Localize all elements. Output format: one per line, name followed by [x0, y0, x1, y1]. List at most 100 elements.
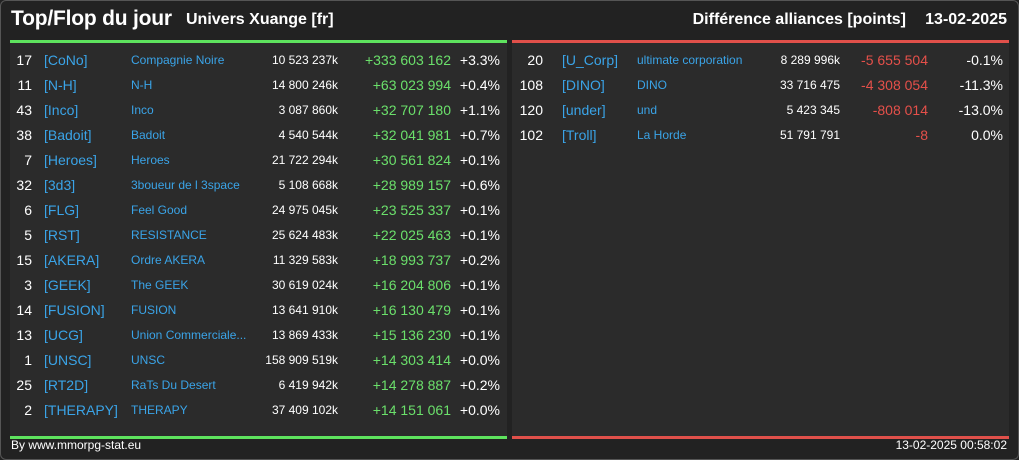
top-alliance-row: 3 [GEEK] The GEEK 30 619 024k +16 204 806 +0.… [10, 273, 507, 298]
alliance-percent: -0.1% [966, 52, 1003, 68]
alliance-diff: +22 025 463 [372, 227, 451, 243]
alliance-name-link[interactable]: 3boueur de l 3space [131, 178, 240, 192]
alliance-rank: 32 [16, 177, 32, 193]
top-alliance-row: 25 [RT2D] RaTs Du Desert 6 419 942k +14 278 … [10, 373, 507, 398]
alliance-tag-link[interactable]: [Inco] [44, 102, 79, 118]
alliance-tag-link[interactable]: [FLG] [44, 202, 80, 218]
alliance-tag-link[interactable]: [under] [562, 102, 606, 118]
alliance-tag-link[interactable]: [THERAPY] [44, 402, 118, 418]
alliance-tag-link[interactable]: [FUSION] [44, 302, 105, 318]
alliance-name-link[interactable]: ultimate corporation [637, 53, 743, 67]
alliance-rank: 5 [24, 227, 32, 243]
alliance-rank: 2 [24, 402, 32, 418]
alliance-name-link[interactable]: RaTs Du Desert [131, 378, 216, 392]
alliance-tag-link[interactable]: [3d3] [44, 177, 76, 193]
alliance-rank: 13 [16, 327, 32, 343]
top-alliance-row: 6 [FLG] Feel Good 24 975 045k +23 525 337 +0.… [10, 198, 507, 223]
alliance-diff: +16 130 479 [372, 302, 451, 318]
alliance-name-link[interactable]: RESISTANCE [131, 228, 207, 242]
alliance-rank: 120 [519, 102, 543, 118]
alliance-percent: +0.2% [459, 377, 500, 393]
alliance-percent: +0.4% [459, 77, 500, 93]
alliance-name-link[interactable]: Inco [131, 103, 154, 117]
top-alliance-row: 5 [RST] RESISTANCE 25 624 483k +22 025 463 +0… [10, 223, 507, 248]
alliance-diff: +14 303 414 [372, 352, 451, 368]
alliance-tag-link[interactable]: [GEEK] [44, 277, 91, 293]
header: Top/Flop du jour Univers Xuange [fr] Dif… [0, 0, 1019, 40]
flop-alliance-row: 20 [U_Corp] ultimate corporation 8 289 996k… [512, 48, 1009, 73]
universe-label: Univers Xuange [fr] [186, 11, 334, 28]
alliance-name-link[interactable]: Union Commerciale... [131, 328, 247, 342]
alliance-diff: +32 041 981 [372, 127, 451, 143]
alliance-name-link[interactable]: Heroes [131, 153, 170, 167]
difference-title: Différence alliances [points] [692, 11, 906, 28]
alliance-name-link[interactable]: UNSC [131, 353, 166, 367]
alliance-diff: +28 989 157 [372, 177, 451, 193]
alliance-points: 37 409 102k [271, 403, 338, 417]
alliance-name-link[interactable]: Ordre AKERA [131, 253, 206, 267]
alliance-points: 158 909 519k [265, 353, 338, 367]
alliance-points: 6 419 942k [278, 378, 338, 392]
alliance-tag-link[interactable]: [Troll] [562, 127, 597, 143]
alliance-name-link[interactable]: FUSION [131, 303, 177, 317]
alliance-tag-link[interactable]: [DINO] [562, 77, 605, 93]
alliance-tag-link[interactable]: [UCG] [44, 327, 83, 343]
alliance-rank: 25 [16, 377, 32, 393]
top-panel: 17 [CoNo] Compagnie Noire 10 523 237k +333 6… [10, 40, 507, 439]
alliance-points: 3 087 860k [278, 103, 338, 117]
alliance-diff: +16 204 806 [372, 277, 451, 293]
alliance-rank: 17 [16, 52, 32, 68]
alliance-points: 5 423 345 [786, 103, 840, 117]
alliance-percent: +0.7% [459, 127, 500, 143]
alliance-percent: +0.1% [459, 227, 500, 243]
credit-link[interactable]: By www.mmorpg-stat.eu [11, 438, 142, 452]
alliance-points: 33 716 475 [779, 78, 840, 92]
alliance-diff: -8 [915, 127, 928, 143]
alliance-name-link[interactable]: DINO [637, 78, 667, 92]
alliance-name-link[interactable]: und [637, 103, 658, 117]
alliance-rank: 20 [527, 52, 543, 68]
alliance-points: 30 619 024k [271, 278, 338, 292]
alliance-name-link[interactable]: Feel Good [131, 203, 188, 217]
alliance-tag-link[interactable]: [RT2D] [44, 377, 89, 393]
alliance-name-link[interactable]: THERAPY [131, 403, 188, 417]
alliance-tag-link[interactable]: [UNSC] [44, 352, 92, 368]
alliance-percent: +0.1% [459, 302, 500, 318]
alliance-points: 11 329 583k [272, 253, 338, 267]
alliance-points: 5 108 668k [278, 178, 338, 192]
alliance-percent: +3.3% [459, 52, 500, 68]
alliance-rank: 7 [24, 152, 32, 168]
page-title: Top/Flop du jour [11, 7, 172, 30]
alliance-tag-link[interactable]: [AKERA] [44, 252, 100, 268]
alliance-diff: -808 014 [872, 102, 928, 118]
alliance-percent: +0.1% [459, 202, 500, 218]
alliance-tag-link[interactable]: [Heroes] [44, 152, 97, 168]
alliance-diff: +18 993 737 [372, 252, 451, 268]
alliance-diff: -4 308 054 [861, 77, 928, 93]
alliance-name-link[interactable]: The GEEK [131, 278, 189, 292]
alliance-name-link[interactable]: La Horde [637, 128, 687, 142]
top-alliance-row: 32 [3d3] 3boueur de l 3space 5 108 668k +28 … [10, 173, 507, 198]
flop-alliance-row: 102 [Troll] La Horde 51 791 791 -8 0.0% [512, 123, 1009, 148]
alliance-name-link[interactable]: Compagnie Noire [131, 53, 225, 67]
alliance-diff: +63 023 994 [372, 77, 451, 93]
alliance-tag-link[interactable]: [CoNo] [44, 52, 88, 68]
alliance-diff: +14 278 887 [372, 377, 451, 393]
alliance-percent: +0.1% [459, 277, 500, 293]
alliance-percent: +0.0% [459, 352, 500, 368]
alliance-tag-link[interactable]: [RST] [44, 227, 80, 243]
alliance-diff: +23 525 337 [372, 202, 451, 218]
alliance-tag-link[interactable]: [N-H] [44, 77, 77, 93]
alliance-diff: +14 151 061 [372, 402, 451, 418]
top-alliance-row: 14 [FUSION] FUSION 13 641 910k +16 130 479 +0… [10, 298, 507, 323]
alliance-tag-link[interactable]: [U_Corp] [562, 52, 619, 68]
footer-timestamp: 13-02-2025 00:58:02 [895, 438, 1007, 452]
alliance-name-link[interactable]: Badoit [131, 128, 166, 142]
alliance-percent: +0.6% [459, 177, 500, 193]
alliance-tag-link[interactable]: [Badoit] [44, 127, 92, 143]
alliance-points: 13 869 433k [271, 328, 338, 342]
alliance-rank: 38 [16, 127, 32, 143]
alliance-diff: +333 603 162 [364, 52, 451, 68]
alliance-name-link[interactable]: N-H [131, 78, 153, 92]
alliance-percent: +1.1% [459, 102, 500, 118]
